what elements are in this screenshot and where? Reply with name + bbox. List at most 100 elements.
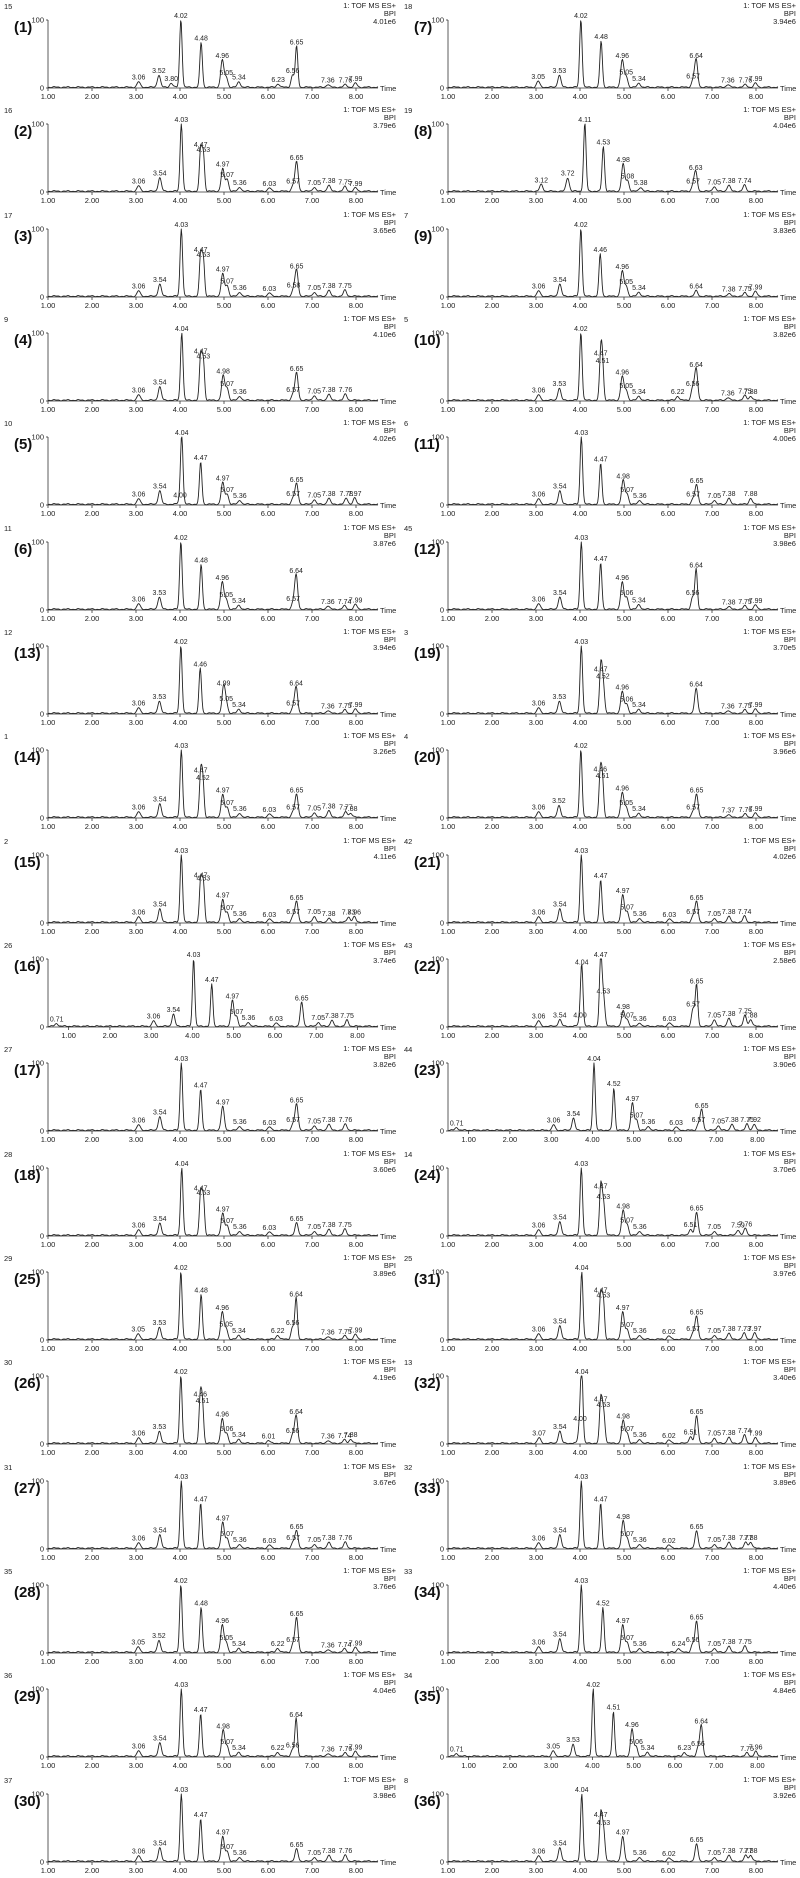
chromatogram-panel: 27 (17) 1: TOF MS ES+ BPI 3.82e6 100 0 1.00 2.00… [0, 1043, 400, 1147]
peak-label: 6.65 [690, 1409, 704, 1416]
header-line2: BPI [384, 113, 396, 122]
peak-label: 6.56 [286, 68, 300, 75]
peak-label: 4.51 [596, 358, 610, 365]
peak-label: 4.52 [196, 775, 210, 782]
x-tick-label: 1.00 [41, 614, 56, 623]
x-tick-label: 1.00 [41, 1135, 56, 1144]
peak-label: 7.59 [731, 1222, 745, 1229]
x-tick-label: 5.00 [217, 196, 232, 205]
x-axis-label: Time [380, 1440, 396, 1449]
sample-number: 19 [404, 106, 412, 115]
peak-label: 7.38 [722, 599, 736, 606]
peak-label: 3.53 [553, 694, 567, 701]
x-tick-label: 1.00 [441, 301, 456, 310]
y-tick-label: 0 [40, 292, 44, 301]
x-tick-label: 3.00 [529, 1344, 544, 1353]
peak-label: 4.02 [574, 222, 588, 229]
x-tick-label: 5.00 [617, 1344, 632, 1353]
peak-label: 7.75 [338, 1222, 352, 1229]
panel-label: (32) [414, 1375, 441, 1392]
peak-label: 6.03 [663, 1016, 677, 1023]
x-tick-label: 5.00 [217, 301, 232, 310]
peak-label: 3.06 [132, 596, 146, 603]
panel-label: (5) [14, 436, 32, 453]
peak-label: 4.03 [575, 430, 589, 437]
y-tick-label: 100 [32, 954, 45, 963]
peak-label: 7.36 [321, 77, 335, 84]
panel-label: (33) [414, 1480, 441, 1497]
x-tick-label: 7.00 [305, 1866, 320, 1875]
x-axis-label: Time [780, 606, 796, 615]
peak-label: 7.99 [749, 284, 763, 291]
x-axis-label: Time [780, 293, 796, 302]
peak-label: 3.06 [547, 1118, 561, 1125]
peak-label: 4.96 [215, 575, 229, 582]
peak-label: 3.54 [553, 590, 567, 597]
y-tick-label: 0 [40, 188, 44, 197]
x-tick-label: 8.00 [749, 927, 764, 936]
x-tick-label: 4.00 [573, 927, 588, 936]
peak-label: 6.03 [263, 1224, 277, 1231]
y-tick-label: 100 [432, 1267, 445, 1276]
panel-label: (24) [414, 1167, 441, 1184]
sample-number: 15 [4, 2, 12, 11]
peak-label: 7.76 [339, 387, 353, 394]
peak-label: 5.34 [632, 702, 646, 709]
chromatogram-trace [47, 749, 379, 819]
peak-label: 6.22 [671, 389, 685, 396]
x-tick-label: 3.00 [529, 509, 544, 518]
peak-label: 4.97 [216, 476, 230, 483]
peak-label: 7.36 [721, 77, 735, 84]
peak-label: 7.99 [749, 598, 763, 605]
x-tick-label: 8.00 [349, 1344, 364, 1353]
x-tick-label: 5.00 [617, 301, 632, 310]
x-tick-label: 3.00 [129, 405, 144, 414]
x-tick-label: 4.00 [173, 1344, 188, 1353]
peak-label: 7.36 [321, 1642, 335, 1649]
peak-label: 4.04 [575, 1787, 589, 1794]
header-line2: BPI [784, 948, 796, 957]
x-tick-label: 3.00 [129, 92, 144, 101]
peak-label: 3.06 [132, 75, 146, 82]
intensity-label: 3.82e6 [773, 330, 796, 339]
peak-label: 5.07 [620, 1426, 634, 1433]
peak-label: 3.54 [153, 901, 167, 908]
x-tick-label: 4.00 [573, 509, 588, 518]
peak-label: 7.99 [749, 76, 763, 83]
x-tick-label: 6.00 [261, 822, 276, 831]
peak-label: 3.53 [566, 1737, 580, 1744]
header-line2: BPI [384, 739, 396, 748]
x-tick-label: 3.00 [529, 1866, 544, 1875]
x-tick-label: 6.00 [661, 1657, 676, 1666]
peak-label: 4.03 [175, 1056, 189, 1063]
peak-label: 4.98 [616, 157, 630, 164]
chromatogram-trace [47, 332, 379, 402]
peak-label: 3.06 [132, 1431, 146, 1438]
y-tick-label: 0 [440, 1022, 444, 1031]
peak-label: 7.38 [322, 1222, 336, 1229]
peak-label: 3.06 [132, 1118, 146, 1125]
peak-label: 3.54 [553, 277, 567, 284]
x-tick-label: 7.00 [705, 1553, 720, 1562]
x-tick-label: 4.00 [573, 718, 588, 727]
chromatogram-trace [447, 333, 779, 402]
y-tick-label: 100 [32, 328, 45, 337]
header-line2: BPI [784, 113, 796, 122]
peak-label: 4.97 [216, 1206, 230, 1213]
peak-label: 7.88 [744, 1848, 758, 1855]
peak-label: 7.36 [321, 1747, 335, 1754]
peak-label: 5.05 [619, 800, 633, 807]
intensity-label: 4.04e6 [773, 121, 796, 130]
peak-label: 5.34 [232, 1328, 246, 1335]
x-tick-label: 3.00 [529, 927, 544, 936]
peak-label: 7.99 [349, 1745, 363, 1752]
peak-label: 3.54 [153, 797, 167, 804]
panel-label: (8) [414, 123, 432, 140]
x-tick-label: 2.00 [85, 822, 100, 831]
header-line2: BPI [384, 635, 396, 644]
x-tick-label: 2.00 [85, 1240, 100, 1249]
chromatogram-trace [47, 960, 379, 1028]
peak-label: 4.47 [594, 1397, 608, 1404]
peak-label: 7.38 [322, 1535, 336, 1542]
